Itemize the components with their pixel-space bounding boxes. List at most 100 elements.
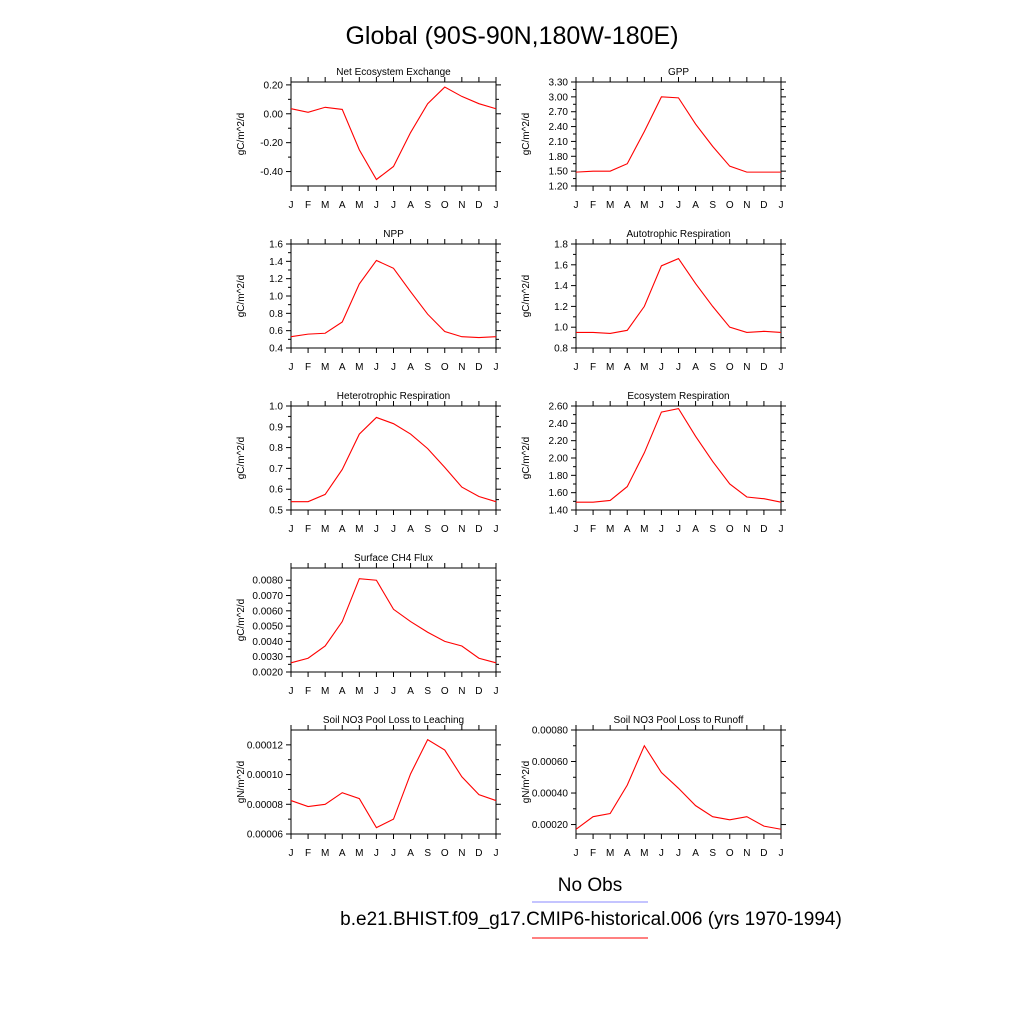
x-tick-label: M: [321, 524, 329, 535]
x-tick-label: N: [743, 848, 750, 859]
x-tick-label: J: [391, 524, 396, 535]
x-tick-label: S: [424, 524, 431, 535]
x-tick-label: O: [726, 524, 734, 535]
x-tick-label: D: [760, 362, 767, 373]
y-tick-label: 1.0: [269, 402, 283, 413]
x-tick-label: N: [458, 362, 465, 373]
y-tick-label: -0.40: [260, 167, 283, 178]
y-tick-label: 0.7: [269, 464, 283, 475]
x-tick-label: M: [606, 362, 614, 373]
y-tick-label: 0.6: [269, 485, 283, 496]
x-tick-label: D: [475, 848, 482, 859]
y-tick-label: 0.6: [269, 326, 283, 337]
x-tick-label: J: [289, 524, 294, 535]
plot-frame: [575, 405, 782, 511]
y-tick-label: 1.4: [269, 257, 283, 268]
x-tick-label: D: [760, 200, 767, 211]
x-tick-label: M: [640, 200, 648, 211]
chart-panel: GPP gC/m^2/d 1.20 1.50 1.80 2.10 2.40 2.70 3.00 3…: [521, 67, 786, 211]
x-tick-label: O: [441, 524, 449, 535]
x-tick-label: M: [355, 524, 363, 535]
x-tick-label: J: [374, 686, 379, 697]
y-tick-label: 2.70: [549, 107, 569, 118]
x-tick-label: J: [574, 524, 579, 535]
x-tick-label: A: [624, 524, 631, 535]
series-line: [291, 416, 497, 503]
x-tick-label: D: [475, 362, 482, 373]
panels: Net Ecosystem Exchange gC/m^2/d -0.40 -0.20…: [236, 67, 786, 859]
series-line: [290, 259, 497, 339]
x-tick-label: A: [624, 848, 631, 859]
x-tick-label: S: [424, 686, 431, 697]
x-tick-label: M: [321, 362, 329, 373]
x-tick-label: J: [289, 686, 294, 697]
y-tick-label: 1.50: [549, 167, 569, 178]
y-tick-label: 0.0060: [252, 606, 283, 617]
x-tick-label: F: [590, 524, 596, 535]
y-tick-label: 0.0030: [252, 652, 283, 663]
x-tick-label: A: [339, 524, 346, 535]
x-tick-label: J: [374, 848, 379, 859]
x-tick-label: J: [779, 200, 784, 211]
x-tick-label: A: [339, 686, 346, 697]
y-tick-label: -0.20: [260, 138, 283, 149]
x-tick-label: O: [726, 200, 734, 211]
x-tick-label: N: [458, 524, 465, 535]
chart-title: Surface CH4 Flux: [354, 553, 433, 564]
x-tick-label: J: [659, 200, 664, 211]
x-tick-label: S: [709, 200, 716, 211]
plot-frame: [290, 567, 497, 673]
x-tick-label: M: [355, 200, 363, 211]
x-tick-label: O: [726, 362, 734, 373]
y-tick-label: 0.8: [269, 309, 283, 320]
chart-title: Heterotrophic Respiration: [337, 391, 450, 402]
chart-title: Ecosystem Respiration: [627, 391, 729, 402]
figure-title: Global (90S-90N,180W-180E): [345, 22, 678, 50]
x-tick-label: A: [624, 362, 631, 373]
x-tick-label: A: [339, 200, 346, 211]
x-tick-label: M: [321, 200, 329, 211]
y-tick-label: 1.80: [549, 152, 569, 163]
x-tick-label: D: [760, 524, 767, 535]
x-tick-label: N: [743, 200, 750, 211]
y-tick-label: 0.00008: [247, 800, 284, 811]
y-tick-label: 0.00020: [532, 820, 569, 831]
x-tick-label: J: [779, 524, 784, 535]
series-line: [290, 738, 497, 829]
x-tick-label: N: [458, 200, 465, 211]
y-tick-label: 3.00: [549, 92, 569, 103]
y-tick-label: 0.9: [269, 422, 283, 433]
x-tick-label: N: [458, 848, 465, 859]
y-axis-label: gC/m^2/d: [236, 113, 247, 156]
y-tick-label: 1.0: [269, 292, 283, 303]
legend-model-label: b.e21.BHIST.f09_g17.CMIP6-historical.006…: [340, 909, 842, 930]
x-tick-label: A: [692, 848, 699, 859]
x-tick-label: J: [659, 524, 664, 535]
chart-panel: Surface CH4 Flux gC/m^2/d 0.0020 0.0030 0.00…: [236, 553, 501, 697]
x-tick-label: A: [407, 848, 414, 859]
x-tick-label: N: [458, 686, 465, 697]
y-tick-label: 2.40: [549, 419, 569, 430]
y-tick-label: 0.4: [269, 344, 283, 355]
x-tick-label: A: [407, 200, 414, 211]
x-tick-label: M: [355, 848, 363, 859]
x-tick-label: D: [475, 200, 482, 211]
x-tick-label: J: [374, 524, 379, 535]
y-axis-label: gN/m^2/d: [236, 761, 247, 804]
y-tick-label: 1.8: [554, 240, 568, 251]
x-tick-label: M: [321, 686, 329, 697]
y-tick-label: 2.60: [549, 402, 569, 413]
x-tick-label: A: [692, 362, 699, 373]
x-tick-label: M: [355, 362, 363, 373]
chart-panel: Ecosystem Respiration gC/m^2/d 1.40 1.60 1.8…: [521, 391, 786, 535]
y-tick-label: 1.0: [554, 323, 568, 334]
x-tick-label: J: [494, 200, 499, 211]
y-tick-label: 2.40: [549, 122, 569, 133]
x-tick-label: J: [494, 686, 499, 697]
x-tick-label: O: [441, 200, 449, 211]
chart-panel: Autotrophic Respiration gC/m^2/d 0.8 1.0 1.2…: [521, 229, 786, 373]
x-tick-label: N: [743, 524, 750, 535]
y-axis-label: gC/m^2/d: [236, 599, 247, 642]
y-tick-label: 0.5: [269, 506, 283, 517]
